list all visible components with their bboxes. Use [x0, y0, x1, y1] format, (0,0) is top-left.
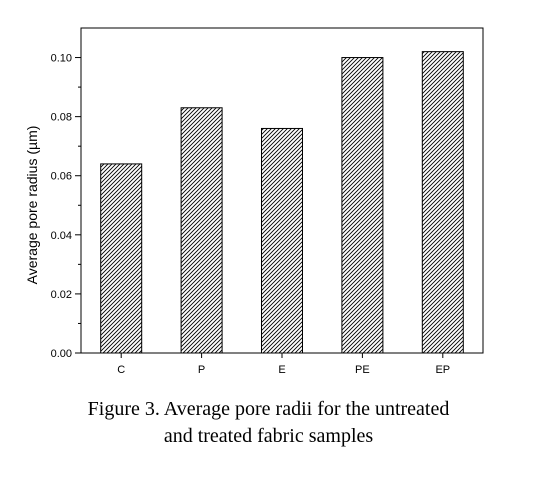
- bar-c: [100, 163, 143, 354]
- bar-p: [180, 107, 223, 354]
- y-axis-title: Average pore radius (µm): [24, 126, 40, 285]
- plot-area: 0.000.020.040.060.080.10C P E PE EP: [51, 27, 484, 376]
- y-tick-label: 0.00: [51, 348, 72, 360]
- x-tick-label: C: [117, 364, 125, 376]
- x-tick-label: PE: [355, 364, 370, 376]
- figure-caption-line-2: and treated fabric samples: [163, 425, 374, 447]
- y-tick-label: 0.06: [51, 171, 72, 183]
- x-tick-label: EP: [435, 364, 450, 376]
- x-tick-label: P: [198, 364, 205, 376]
- y-tick-label: 0.10: [51, 53, 72, 65]
- bar-chart: 0.000.020.040.060.080.10C P E PE EP Average …: [24, 27, 484, 376]
- x-tick-label: E: [278, 364, 285, 376]
- bar-ep: [421, 51, 464, 354]
- figure-caption-line-1: Figure 3. Average pore radii for the unt…: [87, 398, 450, 420]
- y-tick-label: 0.02: [51, 289, 72, 301]
- bar-pe: [341, 57, 384, 354]
- y-tick-label: 0.04: [51, 230, 72, 242]
- y-tick-label: 0.08: [51, 112, 72, 124]
- bar-e: [261, 127, 303, 354]
